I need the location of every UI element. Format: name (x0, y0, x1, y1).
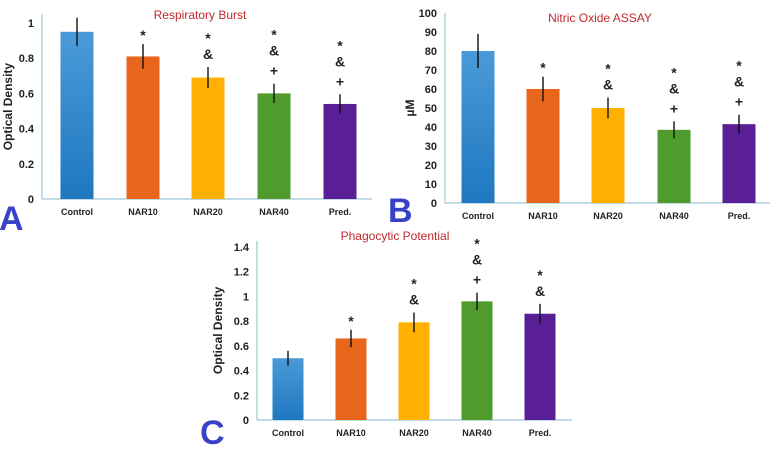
y-tick-label: 1.2 (234, 267, 249, 279)
bar-control (60, 31, 94, 199)
y-tick-label: 0 (431, 198, 437, 210)
y-tick-label: 80 (425, 46, 437, 58)
bar-nar10 (126, 56, 160, 199)
x-tick-label: Pred. (529, 428, 552, 438)
significance-asterisk: * (205, 30, 211, 46)
significance-ampersand: & (409, 291, 419, 307)
significance-asterisk: * (474, 236, 480, 252)
chart-title: Respiratory Burst (154, 8, 247, 22)
significance-plus: + (270, 63, 278, 79)
bar-nar40 (461, 301, 493, 420)
y-tick-label: 0.4 (19, 124, 35, 136)
significance-asterisk: * (736, 58, 742, 74)
bar-nar40 (257, 93, 291, 199)
panel-label: A (0, 200, 24, 238)
panel-label: B (388, 192, 413, 230)
significance-asterisk: * (348, 313, 354, 329)
y-tick-label: 0 (28, 194, 34, 206)
y-tick-label: 0.8 (234, 316, 249, 328)
significance-asterisk: * (271, 27, 277, 43)
significance-ampersand: & (335, 53, 345, 69)
y-tick-label: 60 (425, 84, 437, 96)
significance-ampersand: & (669, 80, 679, 96)
bar-pred (524, 313, 556, 420)
significance-asterisk: * (337, 37, 343, 53)
y-tick-label: 0.8 (19, 53, 34, 65)
chart-panel-c: 0 0.2 0.4 0.6 0.8 1 1.2 1.4 Optical Density Phago… (200, 229, 572, 452)
y-tick-label: 0.4 (234, 366, 250, 378)
y-axis-label: Optical Density (211, 286, 225, 374)
significance-asterisk: * (411, 275, 417, 291)
x-tick-label: NAR40 (259, 207, 289, 217)
chart-panel-b: 0 10 20 30 40 50 60 70 80 90 100 µM Nitric Oxide ASS… (388, 8, 770, 230)
x-tick-label: Control (272, 428, 304, 438)
significance-ampersand: & (203, 46, 213, 62)
x-tick-label: NAR10 (528, 211, 558, 221)
y-tick-label: 1.4 (234, 242, 250, 254)
y-tick-label: 30 (425, 141, 437, 153)
bar-control (272, 358, 304, 420)
chart-panel-a: 0 0.2 0.4 0.6 0.8 1 Optical Density Respiratory… (0, 8, 372, 238)
bar-nar20 (398, 322, 430, 420)
bar-pred (722, 124, 756, 203)
bar-nar20 (191, 77, 225, 199)
x-tick-label: NAR10 (128, 207, 158, 217)
significance-asterisk: * (671, 64, 677, 80)
x-tick-label: NAR20 (399, 428, 429, 438)
x-tick-label: NAR20 (193, 207, 223, 217)
significance-plus: + (473, 272, 481, 288)
y-tick-label: 1 (28, 18, 34, 30)
y-axis-label: µM (403, 100, 417, 117)
panel-label: C (200, 414, 225, 452)
y-tick-label: 1 (243, 291, 249, 303)
bar-nar10 (526, 89, 560, 203)
significance-ampersand: & (472, 252, 482, 268)
significance-plus: + (336, 73, 344, 89)
x-tick-label: Control (462, 211, 494, 221)
y-tick-label: 10 (425, 179, 437, 191)
chart-title: Nitric Oxide ASSAY (548, 11, 652, 25)
x-tick-label: NAR10 (336, 428, 366, 438)
y-tick-label: 70 (425, 65, 437, 77)
significance-asterisk: * (540, 60, 546, 76)
y-tick-label: 90 (425, 27, 437, 39)
significance-asterisk: * (605, 61, 611, 77)
y-tick-label: 100 (419, 8, 437, 20)
y-tick-label: 20 (425, 160, 437, 172)
y-tick-label: 0.2 (19, 159, 34, 171)
y-tick-label: 0.2 (234, 390, 249, 402)
bar-control (461, 51, 495, 203)
chart-title: Phagocytic Potential (341, 229, 450, 243)
y-tick-label: 50 (425, 103, 437, 115)
significance-plus: + (670, 100, 678, 116)
y-axis-label: Optical Density (1, 63, 15, 151)
bar-pred (323, 103, 357, 199)
x-tick-label: Pred. (728, 211, 751, 221)
y-tick-label: 0.6 (19, 88, 34, 100)
significance-plus: + (735, 94, 743, 110)
x-tick-label: NAR20 (593, 211, 623, 221)
significance-asterisk: * (537, 267, 543, 283)
significance-asterisk: * (140, 27, 146, 43)
y-tick-label: 0.6 (234, 341, 249, 353)
x-tick-label: NAR40 (659, 211, 689, 221)
significance-ampersand: & (535, 283, 545, 299)
significance-ampersand: & (269, 43, 279, 59)
significance-ampersand: & (603, 77, 613, 93)
bar-nar20 (591, 108, 625, 203)
x-tick-label: Control (61, 207, 93, 217)
y-tick-label: 0 (243, 415, 249, 427)
x-tick-label: NAR40 (462, 428, 492, 438)
x-tick-label: Pred. (329, 207, 352, 217)
bar-nar40 (657, 129, 691, 203)
significance-ampersand: & (734, 74, 744, 90)
y-tick-label: 40 (425, 122, 437, 134)
bar-nar10 (335, 338, 367, 420)
